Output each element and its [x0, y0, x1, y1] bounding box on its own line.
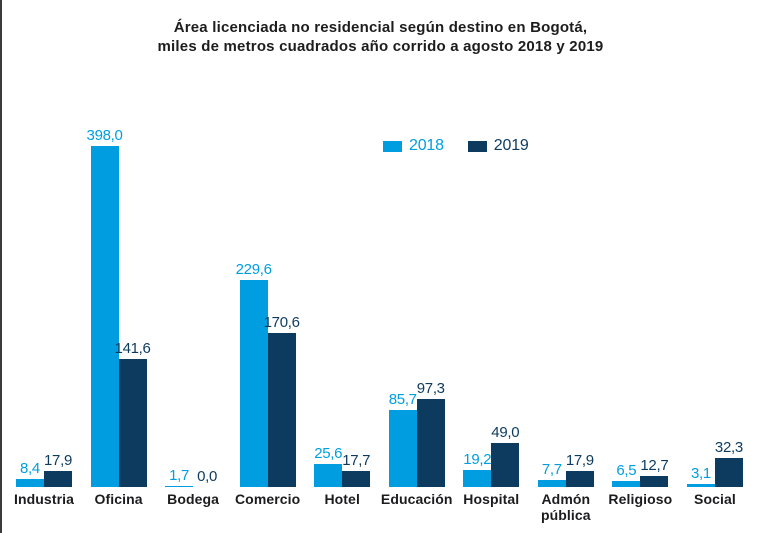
- bar-column-2019: 17,9: [44, 127, 72, 487]
- bar-2018: [388, 409, 417, 487]
- bar-2019: [565, 470, 594, 487]
- bar-column-2018: 7,7: [537, 127, 566, 487]
- bar-2018: [90, 146, 119, 487]
- category-label: Oficina: [94, 491, 143, 507]
- category-label: Social: [694, 491, 736, 507]
- bar-column-2019: 97,3: [416, 127, 445, 487]
- bar-2019: [118, 359, 147, 487]
- bar-2019: [640, 475, 669, 487]
- value-label-2018: 6,5: [616, 462, 637, 480]
- value-label-2019: 170,6: [263, 314, 300, 332]
- bar-column-2018: 19,2: [463, 127, 492, 487]
- chart-title-line-2: miles de metros cuadrados año corrido a …: [157, 38, 604, 55]
- category-label: Industria: [13, 491, 75, 507]
- bar-column-2019: 170,6: [264, 127, 300, 487]
- category-label: Bodega: [167, 491, 220, 507]
- value-label-2018: 19,2: [463, 450, 492, 468]
- bar-column-2018: 85,7: [388, 127, 417, 487]
- bar-2018: [314, 463, 343, 487]
- bar-column-2018: 398,0: [87, 127, 123, 487]
- bar-column-2019: 17,9: [565, 127, 594, 487]
- bar-group: 6,5 12,7 Religioso: [608, 127, 672, 508]
- value-label-2018: 7,7: [541, 461, 562, 479]
- bar-2018: [686, 484, 715, 487]
- legend-item-2019: 2019: [467, 137, 529, 155]
- chart-title: Área licenciada no residencial según des…: [2, 18, 759, 56]
- bar-group: 85,7 97,3 Educación: [381, 127, 453, 507]
- value-label-2019: 49,0: [491, 423, 520, 441]
- bar-group: 1,7 0,0 Bodega: [165, 127, 221, 507]
- bar-2019: [44, 470, 72, 487]
- bar-group: 398,0 141,6 Oficina: [87, 127, 151, 507]
- bar-group: 7,7 17,9 Admón pública: [537, 127, 594, 523]
- value-label-2018: 1,7: [169, 466, 190, 484]
- bar-2018: [16, 479, 44, 487]
- category-label: Religioso: [608, 491, 673, 507]
- legend-label-2019: 2019: [493, 137, 529, 154]
- value-label-2018: 25,6: [314, 444, 343, 462]
- value-label-2019: 141,6: [114, 340, 151, 358]
- legend-item-2018: 2018: [383, 137, 444, 155]
- bar-2018: [463, 469, 492, 487]
- bar-column-2019: 17,7: [342, 127, 370, 487]
- legend-label-2018: 2018: [409, 137, 444, 154]
- value-label-2018: 398,0: [86, 127, 123, 144]
- bar-column-2019: 32,3: [714, 127, 743, 487]
- value-label-2018: 8,4: [20, 460, 40, 478]
- bar-column-2019: 0,0: [193, 127, 221, 487]
- bar-column-2019: 12,7: [640, 127, 669, 487]
- value-label-2018: 85,7: [388, 390, 417, 408]
- value-label-2018: 3,1: [690, 465, 711, 483]
- bar-column-2018: 6,5: [612, 127, 641, 487]
- bar-2018: [537, 480, 566, 487]
- bar-group: 3,1 32,3 Social: [686, 127, 743, 507]
- bar-chart-plot-area: 8,4 17,9 Industria 398,0 141,6 Oficina 1,7 0,0 B…: [14, 127, 743, 523]
- legend-swatch-2018: [383, 140, 402, 152]
- legend-swatch-2019: [467, 140, 487, 152]
- category-label: Comercio: [234, 491, 301, 507]
- value-label-2019: 12,7: [640, 456, 669, 474]
- bar-group: 25,6 17,7 Hotel: [314, 127, 370, 507]
- bar-2019: [267, 333, 296, 487]
- value-label-2019: 17,9: [44, 451, 72, 469]
- bar-column-2018: 25,6: [314, 127, 342, 487]
- category-label: Educación: [380, 491, 453, 507]
- bar-group: 8,4 17,9 Industria: [14, 127, 74, 507]
- value-label-2019: 17,7: [342, 452, 371, 469]
- bar-2018: [165, 485, 194, 487]
- bar-column-2018: 1,7: [165, 127, 194, 487]
- legend: 2018 2019: [383, 137, 529, 155]
- bar-2018: [612, 481, 641, 487]
- value-label-2018: 229,6: [235, 260, 272, 278]
- bar-column-2019: 141,6: [115, 127, 151, 487]
- bar-column-2018: 3,1: [686, 127, 715, 487]
- value-label-2019: 32,3: [714, 438, 743, 456]
- bar-column-2018: 8,4: [16, 127, 44, 487]
- bar-2018: [239, 279, 268, 487]
- value-label-2019: 17,9: [565, 451, 594, 469]
- bar-2019: [342, 471, 371, 487]
- category-label: Hospital: [463, 491, 520, 507]
- category-label: Hotel: [324, 491, 360, 507]
- chart-title-line-1: Área licenciada no residencial según des…: [173, 19, 588, 36]
- bar-2019: [714, 457, 743, 487]
- category-label: Admón pública: [540, 491, 591, 523]
- value-label-2019: 0,0: [197, 468, 218, 485]
- bar-2019: [491, 442, 520, 487]
- bar-group: 229,6 170,6 Comercio: [235, 127, 300, 507]
- bar-2019: [416, 399, 445, 487]
- bar-group: 19,2 49,0 Hospital: [463, 127, 520, 507]
- value-label-2019: 97,3: [416, 380, 445, 398]
- bar-column-2019: 49,0: [491, 127, 520, 487]
- bar-column-2018: 229,6: [236, 127, 272, 487]
